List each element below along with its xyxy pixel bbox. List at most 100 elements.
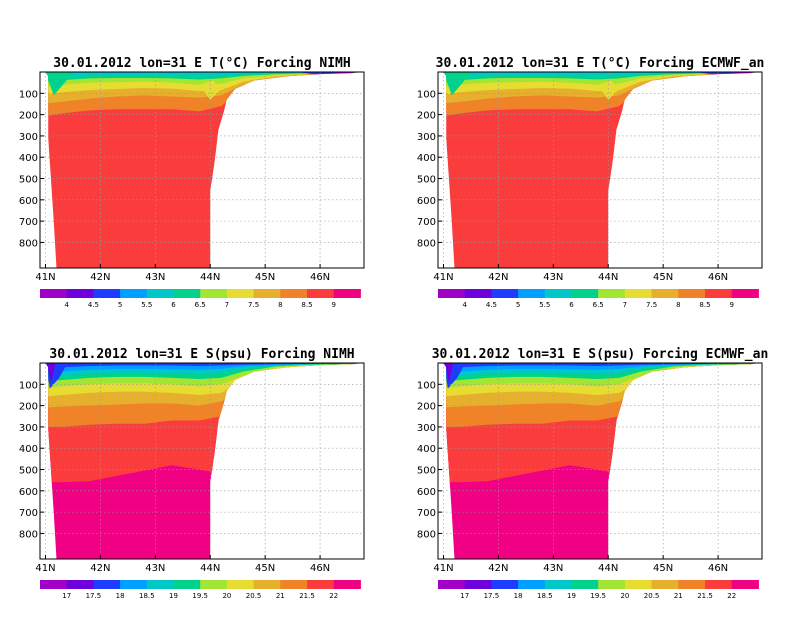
colorbar-tick-label: 17.5	[86, 592, 102, 600]
colorbar-swatch	[93, 289, 121, 298]
y-tick-label: 400	[19, 444, 38, 455]
colorbar-swatch	[518, 289, 546, 298]
x-tick-label: 45N	[255, 272, 275, 283]
colorbar-tick-label: 5	[516, 301, 520, 309]
x-tick-label: 41N	[35, 272, 55, 283]
colorbar-swatch	[624, 289, 653, 298]
colorbar-swatch	[253, 580, 281, 589]
colorbar-swatch	[598, 580, 626, 589]
x-tick-label: 43N	[543, 563, 563, 574]
colorbar-tick-label: 7	[623, 301, 627, 309]
x-tick-label: 42N	[90, 563, 110, 574]
colorbar-swatch	[40, 289, 68, 298]
x-tick-label: 45N	[255, 563, 275, 574]
colorbar-swatch	[678, 580, 706, 589]
colorbar-swatch	[731, 289, 759, 298]
colorbar-tick-label: 7.5	[248, 301, 259, 309]
colorbar-tick-label: 4.5	[486, 301, 497, 309]
colorbar-tick-label: 18	[514, 592, 523, 600]
y-tick-label: 400	[19, 153, 38, 164]
colorbar-swatch	[280, 289, 308, 298]
colorbar-swatch	[307, 289, 335, 298]
colorbar-swatch	[464, 580, 492, 589]
colorbar-swatch	[40, 580, 68, 589]
colorbar-swatch	[705, 289, 733, 298]
y-tick-label: 600	[417, 196, 436, 207]
x-tick-label: 45N	[653, 563, 673, 574]
colorbar-tick-label: 5.5	[539, 301, 550, 309]
coastal-fresh-core	[444, 363, 454, 383]
colorbar-swatch	[173, 289, 201, 298]
y-tick-label: 800	[417, 238, 436, 249]
colorbar-swatch	[518, 580, 546, 589]
colorbar-tick-label: 18	[116, 592, 125, 600]
colorbar-tick-label: 21.5	[697, 592, 713, 600]
x-tick-label: 46N	[310, 272, 330, 283]
y-tick-label: 600	[417, 487, 436, 498]
x-tick-label: 43N	[145, 563, 165, 574]
colorbar-tick-label: 20	[620, 592, 629, 600]
chart-panel-2: 30.01.2012 lon=31 E T(°C) Forcing ECMWF_…	[417, 56, 764, 309]
colorbar-tick-label: 6	[171, 301, 176, 309]
colorbar-tick-label: 21	[276, 592, 285, 600]
colorbar-swatch	[120, 289, 148, 298]
x-tick-label: 41N	[433, 563, 453, 574]
colorbar-swatch	[438, 289, 466, 298]
x-tick-label: 43N	[145, 272, 165, 283]
plot-frame	[39, 71, 365, 269]
x-tick-label: 45N	[653, 272, 673, 283]
x-tick-label: 44N	[598, 563, 618, 574]
north-coldest-cell	[729, 72, 757, 75]
colorbar-swatch	[333, 289, 361, 298]
x-tick-label: 41N	[35, 563, 55, 574]
x-tick-label: 46N	[708, 272, 728, 283]
colorbar: 17 17.5 18 18.5 19 19.5 20 20.5 21 21.5 22	[438, 580, 759, 600]
colorbar-tick-label: 7.5	[646, 301, 657, 309]
field-layers	[45, 363, 362, 559]
colorbar-tick-label: 6.5	[593, 301, 604, 309]
colorbar-tick-label: 17.5	[484, 592, 500, 600]
colorbar-tick-label: 4	[462, 301, 467, 309]
colorbar-tick-label: 6.5	[195, 301, 206, 309]
north-coldest-cell	[331, 72, 359, 75]
field-layers	[443, 72, 760, 268]
colorbar-swatch	[333, 580, 361, 589]
y-tick-label: 700	[417, 217, 436, 228]
y-tick-label: 100	[19, 380, 38, 391]
y-tick-label: 200	[19, 402, 38, 413]
warm-lens	[597, 80, 620, 100]
y-tick-label: 600	[19, 196, 38, 207]
colorbar-swatch	[200, 289, 228, 298]
colorbar-tick-label: 8.5	[301, 301, 312, 309]
y-tick-label: 700	[417, 508, 436, 519]
y-tick-label: 200	[19, 111, 38, 122]
colorbar-tick-label: 17	[62, 592, 71, 600]
field-layers	[45, 72, 362, 268]
y-tick-label: 700	[19, 508, 38, 519]
colorbar-swatch	[200, 580, 228, 589]
coastal-fresh-core	[46, 363, 56, 383]
y-tick-label: 600	[19, 487, 38, 498]
colorbar-swatch	[651, 289, 679, 298]
colorbar-tick-label: 8	[278, 301, 282, 309]
colorbar-swatch	[571, 289, 599, 298]
colorbar-swatch	[146, 580, 174, 589]
chart-panel-3: 30.01.2012 lon=31 E S(psu) Forcing NIMH 4…	[19, 347, 365, 600]
chart-panel-1: 30.01.2012 lon=31 E T(°C) Forcing NIMH41…	[19, 56, 365, 309]
colorbar-swatch	[491, 289, 519, 298]
colorbar-swatch	[705, 580, 733, 589]
colorbar-tick-label: 9	[331, 301, 335, 309]
colorbar-swatch	[146, 289, 174, 298]
layer-17.5	[45, 363, 362, 371]
layer-17.5	[443, 363, 760, 371]
plot-frame	[437, 71, 763, 269]
coastal-cell	[45, 72, 73, 96]
colorbar-tick-label: 20	[222, 592, 231, 600]
y-tick-label: 100	[19, 89, 38, 100]
colorbar-swatch	[598, 289, 626, 298]
colorbar-swatch	[544, 289, 572, 298]
x-tick-label: 42N	[90, 272, 110, 283]
y-tick-label: 500	[417, 466, 436, 477]
colorbar-tick-label: 22	[329, 592, 338, 600]
plot-frame	[437, 362, 763, 560]
